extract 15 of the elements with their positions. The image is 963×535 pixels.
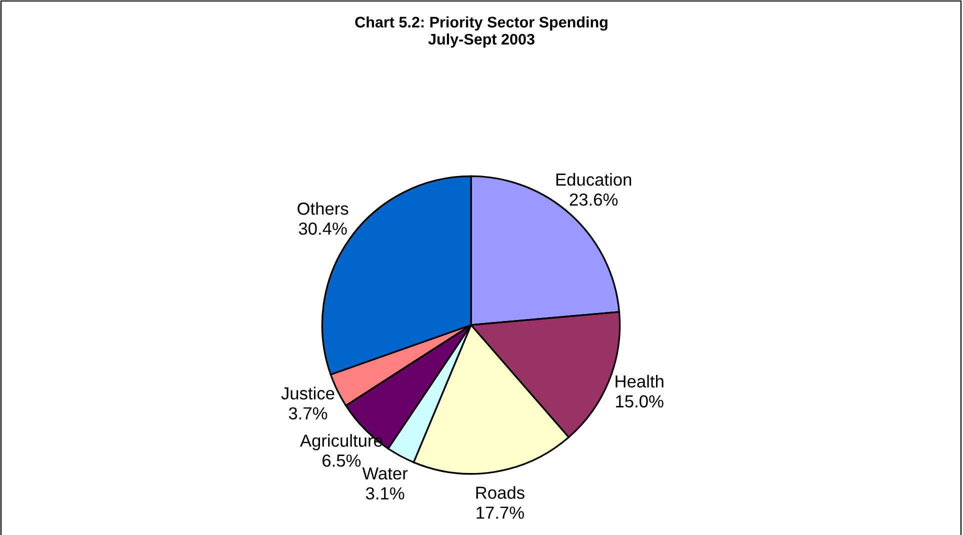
data-label: 3.1%	[366, 487, 404, 500]
slice-label: Health	[616, 374, 664, 388]
slice-label: Roads	[476, 486, 524, 499]
slice-label: Justice	[281, 386, 334, 400]
slice-label: Agriculture	[300, 434, 382, 450]
data-label: 6.5%	[322, 454, 361, 467]
slice-label: Education	[556, 173, 632, 186]
data-label: 23.6%	[570, 193, 618, 206]
slice-label: Others	[298, 202, 348, 215]
chart-title: Chart 5.2: Priority Sector Spending July-Sept 2003	[355, 16, 608, 48]
data-label: 3.7%	[288, 407, 328, 420]
data-label: 15.0%	[616, 395, 664, 408]
data-label: 17.7%	[476, 506, 524, 519]
data-label: 30.4%	[298, 222, 347, 235]
slice-label: Water	[362, 467, 408, 480]
